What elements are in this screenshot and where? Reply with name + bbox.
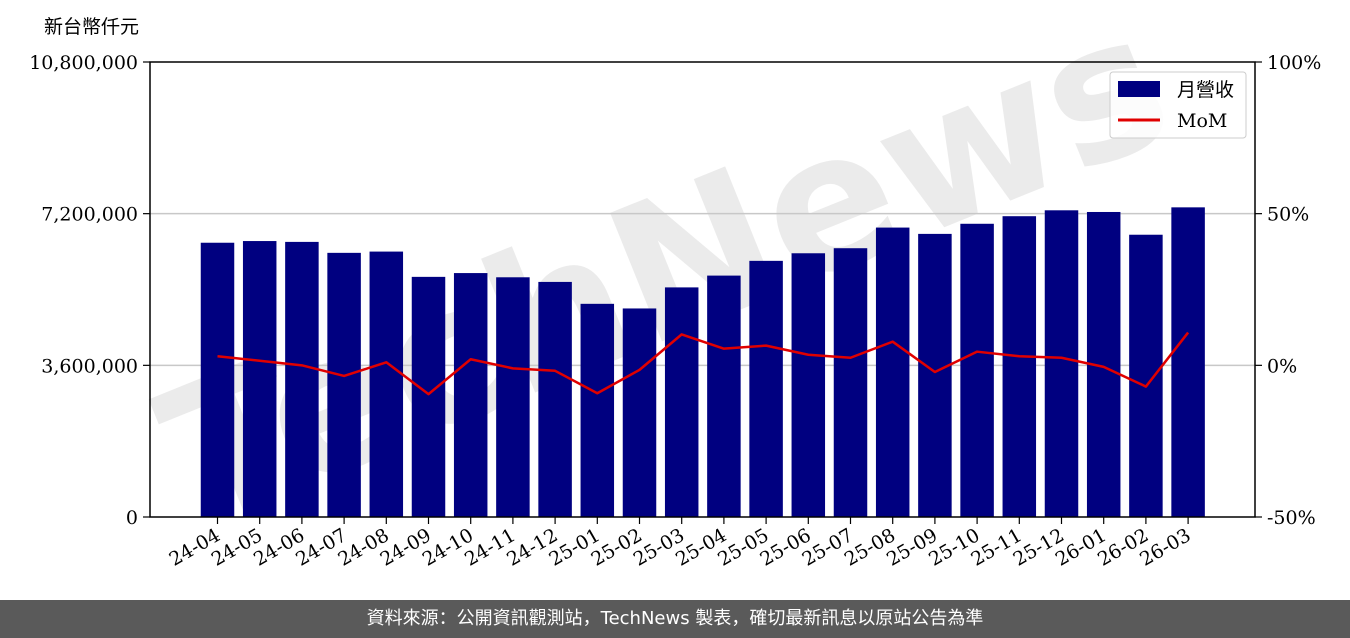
y-right-tick-label: -50% [1267, 507, 1316, 529]
revenue-bar [664, 287, 699, 517]
revenue-bar [875, 227, 910, 517]
revenue-bar [833, 248, 868, 518]
revenue-bar [242, 241, 277, 518]
chart-area: TechNews 0 3,600,000 7,200,000 10,800,000 -50… [29, 0, 1321, 571]
revenue-bar [580, 303, 615, 517]
revenue-chart: TechNews03,600,0007,200,00010,800,000-50… [29, 0, 1321, 571]
mom-line [217, 331, 1190, 396]
y-right-tick-label: 100% [1267, 52, 1321, 74]
revenue-bar [496, 277, 530, 517]
revenue-bar [707, 275, 741, 517]
y-left-tick-label: 10,800,000 [29, 52, 138, 74]
revenue-bar [622, 308, 657, 517]
revenue-bar [369, 251, 404, 518]
plot-frame [149, 61, 1256, 518]
y-unit-label: 新台幣仟元 [44, 16, 139, 38]
legend-label-mom: MoM [1177, 110, 1227, 132]
y-right-tick-label: 0% [1267, 355, 1297, 377]
revenue-bar [960, 223, 994, 517]
y-left-tick-label: 7,200,000 [41, 204, 138, 226]
revenue-bar [791, 253, 826, 517]
revenue-bar [285, 241, 319, 517]
y-left-tick-label: 0 [126, 507, 138, 529]
legend-swatch-revenue [1118, 81, 1160, 97]
revenue-bar [1171, 207, 1205, 517]
revenue-bar [411, 276, 446, 517]
y-right-tick-label: 50% [1267, 204, 1309, 226]
revenue-bar [918, 233, 952, 517]
y-left-tick-label: 3,600,000 [41, 355, 138, 377]
revenue-bar [1129, 234, 1163, 517]
revenue-bar [749, 260, 783, 517]
revenue-bar [1002, 216, 1037, 517]
revenue-bar [453, 273, 488, 517]
source-footer: 資料來源：公開資訊觀測站，TechNews 製表，確切最新訊息以原站公告為準 [0, 600, 1350, 638]
legend-label-revenue: 月營收 [1177, 79, 1234, 101]
revenue-bar [538, 281, 572, 517]
revenue-bar [200, 242, 235, 517]
revenue-bar [327, 252, 361, 517]
revenue-bar [1044, 210, 1079, 517]
